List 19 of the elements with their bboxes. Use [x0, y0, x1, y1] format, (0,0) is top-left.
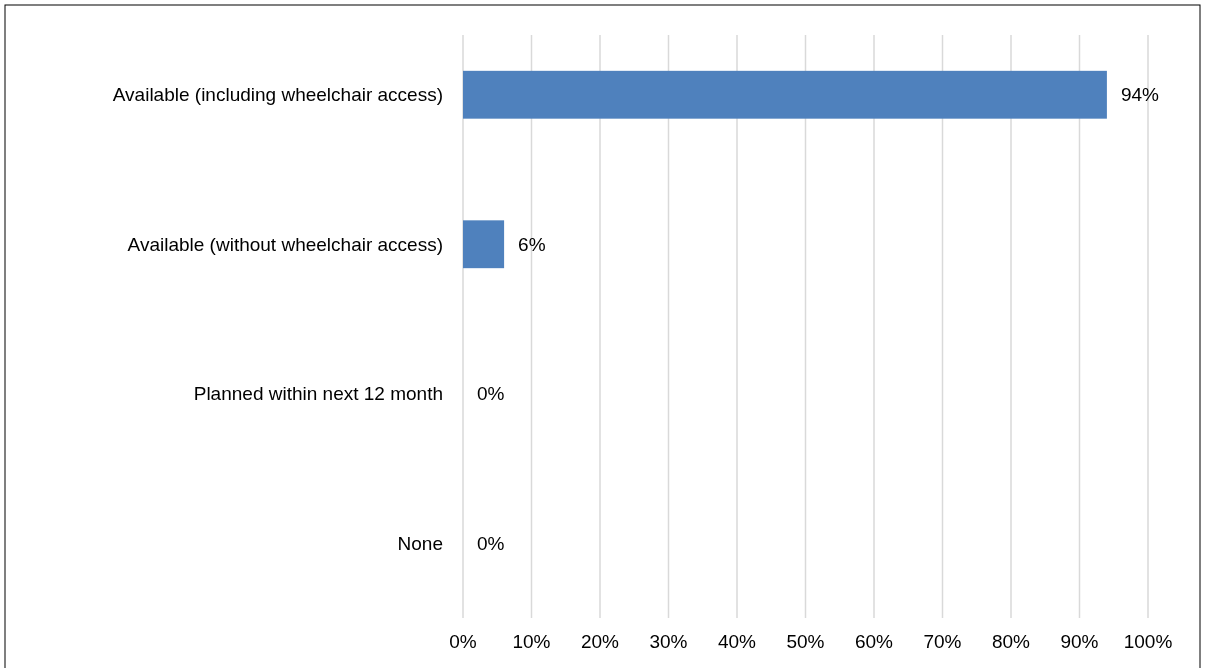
x-tick-label: 40% — [717, 631, 757, 652]
data-label: 94% — [1120, 84, 1160, 106]
x-tick-label: 0% — [449, 631, 477, 652]
y-tick-label: Available (including wheelchair access) — [112, 84, 443, 106]
x-tick-label: 20% — [580, 631, 620, 652]
x-tick-label: 100% — [1123, 631, 1173, 652]
data-label: 0% — [477, 532, 505, 554]
x-tick-label: 90% — [1060, 631, 1099, 652]
x-tick-label: 80% — [991, 631, 1031, 652]
data-label: 6% — [518, 233, 546, 255]
x-tick-label: 60% — [854, 631, 894, 652]
x-tick-label: 30% — [649, 631, 688, 652]
x-tick-label: 10% — [512, 631, 551, 652]
x-tick-label: 70% — [923, 631, 962, 652]
y-tick-label: Available (without wheelchair access) — [127, 233, 443, 255]
y-tick-label: Planned within next 12 month — [193, 383, 443, 405]
x-tick-label: 50% — [786, 631, 825, 652]
y-tick-label: None — [397, 532, 443, 554]
data-label: 0% — [477, 383, 505, 405]
